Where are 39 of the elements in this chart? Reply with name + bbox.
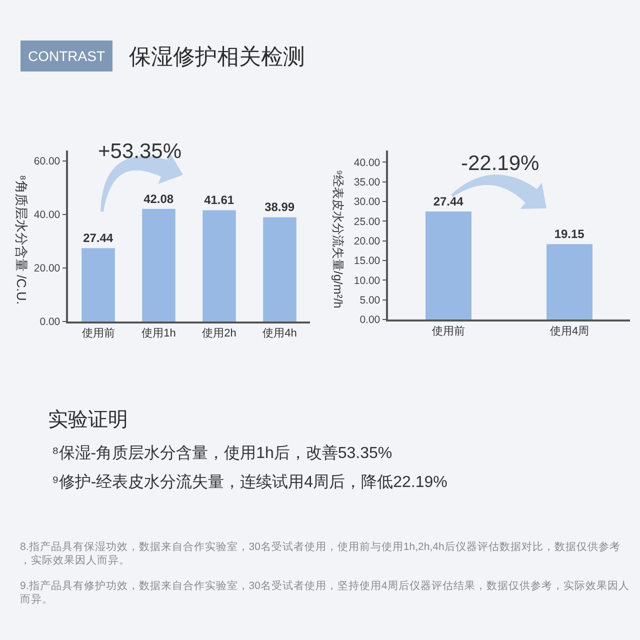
- data-label: 27.44: [83, 231, 114, 246]
- x-tick-label: 使用前: [432, 325, 465, 338]
- y-tick-label: 60.00: [34, 156, 60, 168]
- x-tick-label: 使用4周: [550, 325, 590, 338]
- y-tick-label: 0.00: [40, 316, 60, 328]
- x-tick-label: 使用4h: [262, 327, 297, 340]
- data-label: 38.99: [264, 200, 295, 214]
- y-tick-label: 40.00: [34, 209, 60, 222]
- y-tick-label: 5.00: [360, 294, 380, 306]
- text: 8.指产品具有保湿功效，数据来自合作实验室，30名受试者使用，使用前与使用1h,2h,4h后仪器评估数据对比，数据仅供参考，实际效果因人而异。: [20, 540, 620, 567]
- x-tick-label: 使用1h: [142, 327, 176, 340]
- annotation: +53.35%: [98, 140, 182, 163]
- text: ⁸保湿-角质层水分含量，使用1h后，改善53.35%: [52, 444, 392, 462]
- y-tick-label: 25.00: [354, 216, 380, 228]
- bar: [263, 217, 296, 322]
- y-axis-title: ⁸角质层水分含量 /C.U.: [14, 174, 29, 305]
- y-tick-label: 40.00: [354, 156, 380, 169]
- y-tick-label: 35.00: [354, 176, 380, 188]
- y-tick-label: 10.00: [354, 274, 380, 287]
- bar: [202, 210, 236, 322]
- y-tick-label: 20.00: [34, 262, 60, 275]
- text: 9.指产品具有修护功效，数据来自合作实验室，30名受试者使用，坚持使用4周后仪器评估结果，数据仅供参考，实际效果因人而异。: [20, 579, 630, 606]
- annotation: -22.19%: [461, 152, 540, 175]
- y-tick-label: 0.00: [360, 314, 380, 326]
- data-label: 42.08: [144, 192, 174, 206]
- data-label: 19.15: [554, 227, 585, 242]
- x-tick-label: 使用前: [82, 327, 115, 340]
- text: ⁹修护-经表皮水分流失量，连续试用4周后，降低22.19%: [52, 473, 448, 491]
- data-label: 27.44: [433, 194, 464, 209]
- x-tick-label: 使用2h: [202, 327, 236, 340]
- text: 保湿修护相关检测: [129, 44, 305, 69]
- y-tick-label: 15.00: [354, 255, 380, 268]
- data-label: 41.61: [204, 193, 234, 208]
- bar: [82, 248, 115, 322]
- text: CONTRAST: [28, 48, 106, 64]
- text: 实验证明: [48, 409, 128, 431]
- y-tick-label: 30.00: [354, 196, 380, 208]
- y-axis-title: ⁹经表皮水分流失量/g/m²/h: [330, 170, 345, 308]
- y-tick-label: 20.00: [354, 235, 380, 248]
